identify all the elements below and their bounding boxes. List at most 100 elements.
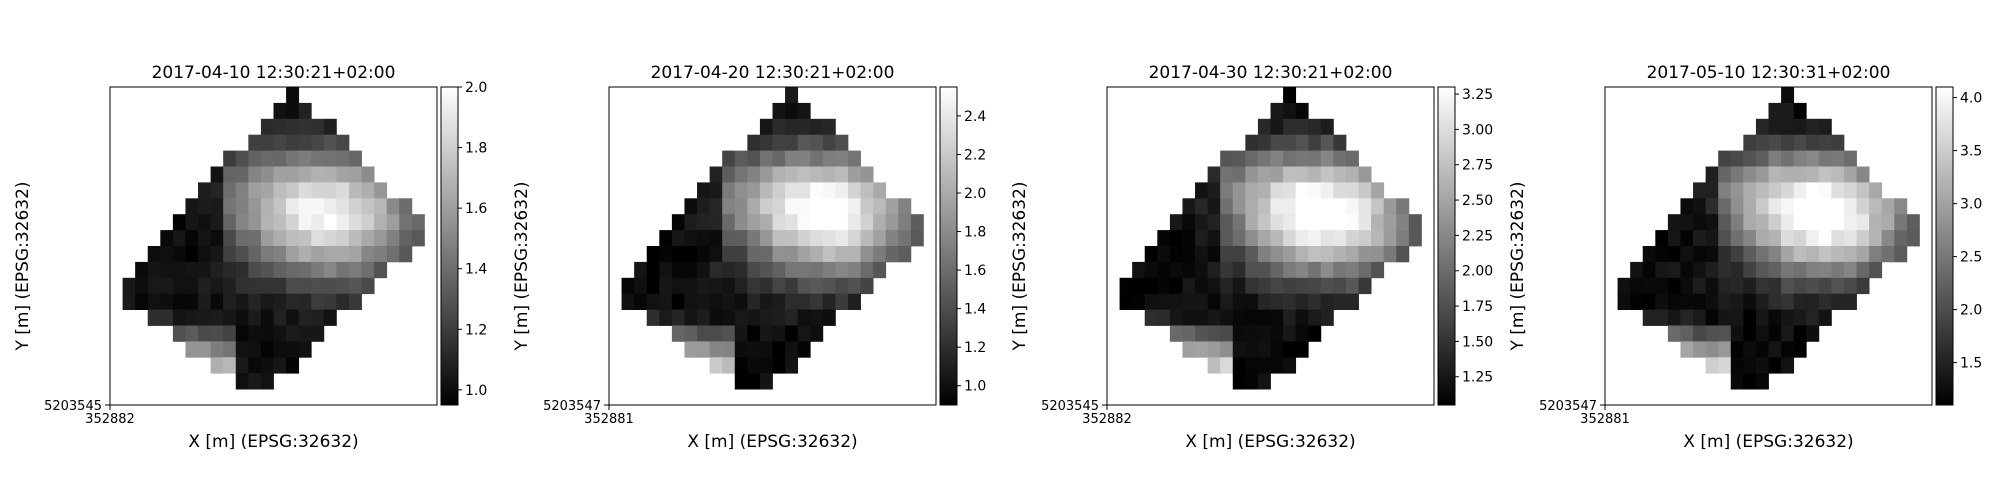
heatmap-cell — [1793, 230, 1807, 247]
y-axis-label: Y [m] (EPSG:32632) — [13, 181, 33, 351]
heatmap-cell — [323, 198, 337, 215]
heatmap-cell — [1831, 293, 1845, 310]
heatmap-cell — [1371, 214, 1385, 231]
heatmap-cell — [835, 166, 849, 183]
colorbar-tick-label: 3.00 — [1462, 122, 1493, 138]
heatmap-cell — [273, 230, 287, 247]
y-axis-label: Y [m] (EPSG:32632) — [1010, 181, 1030, 351]
heatmap-cell — [1755, 134, 1769, 151]
heatmap-cell — [348, 277, 362, 295]
heatmap-cell — [286, 166, 300, 183]
heatmap-cell — [185, 230, 199, 247]
heatmap-cell — [885, 246, 899, 263]
heatmap-cell — [1768, 182, 1782, 199]
heatmap-cell — [1768, 134, 1782, 151]
heatmap-cell — [822, 277, 836, 295]
heatmap-cell — [1831, 230, 1845, 247]
heatmap-cell — [1371, 182, 1385, 199]
colorbar-tick-label: 1.75 — [1462, 299, 1493, 315]
heatmap-cell — [1818, 182, 1832, 199]
heatmap-cell — [1408, 230, 1422, 247]
heatmap-cell — [1232, 325, 1246, 342]
heatmap-cell — [1781, 134, 1795, 151]
heatmap-cell — [810, 230, 824, 247]
heatmap-cell — [399, 198, 413, 215]
heatmap-cell — [772, 214, 786, 231]
heatmap-cell — [1320, 214, 1334, 231]
heatmap-cell — [198, 325, 212, 342]
heatmap-cell — [1781, 166, 1795, 183]
heatmap-cell — [684, 277, 698, 295]
heatmap-cell — [1869, 246, 1883, 263]
heatmap-cell — [759, 341, 773, 358]
heatmap-cell — [1220, 198, 1234, 215]
heatmap-cell — [709, 309, 723, 326]
heatmap-cell — [1220, 214, 1234, 231]
heatmap-cell — [298, 230, 312, 247]
colorbar-tick-label: 1.8 — [465, 141, 487, 157]
heatmap-cell — [1144, 277, 1158, 295]
heatmap-cell — [1232, 246, 1246, 263]
heatmap-cell — [1182, 214, 1196, 231]
heatmap-cell — [797, 341, 811, 358]
heatmap-cell — [1333, 134, 1347, 151]
heatmap-cell — [1642, 309, 1656, 326]
heatmap-cell — [1371, 246, 1385, 263]
heatmap-cell — [1781, 246, 1795, 263]
heatmap-cell — [1843, 182, 1857, 199]
heatmap-cell — [722, 357, 736, 374]
heatmap-cell — [847, 214, 861, 231]
heatmap-cell — [785, 214, 799, 231]
heatmap-cell — [759, 134, 773, 151]
heatmap-cell — [1894, 230, 1908, 247]
heatmap-cell — [248, 198, 262, 215]
heatmap-cell — [348, 261, 362, 279]
heatmap-cell — [361, 198, 375, 215]
heatmap-cell — [1693, 246, 1707, 263]
heatmap-cell — [1730, 166, 1744, 183]
heatmap-cell — [122, 293, 136, 310]
heatmap-cell — [1257, 214, 1271, 231]
heatmap-cell — [621, 293, 635, 310]
heatmap-cell — [1270, 198, 1284, 215]
heatmap-cell — [298, 134, 312, 151]
heatmap-cell — [772, 102, 786, 120]
heatmap-cell — [1730, 214, 1744, 231]
heatmap-cell — [147, 261, 161, 279]
heatmap-cell — [785, 118, 799, 136]
heatmap-cell — [235, 214, 249, 231]
heatmap-cell — [810, 166, 824, 183]
heatmap-cell — [1257, 198, 1271, 215]
heatmap-cell — [747, 357, 761, 374]
heatmap-cell — [1680, 341, 1694, 358]
heatmap-cell — [1680, 261, 1694, 279]
heatmap-cell — [1730, 230, 1744, 247]
heatmap-cell — [1245, 198, 1259, 215]
heatmap-cell — [1642, 261, 1656, 279]
heatmap-cell — [759, 277, 773, 295]
heatmap-cell — [210, 166, 224, 183]
heatmap-cell — [1283, 325, 1297, 342]
heatmap-cell — [1283, 214, 1297, 231]
heatmap-cell — [1207, 246, 1221, 263]
heatmap-cell — [1781, 309, 1795, 326]
heatmap-cell — [1245, 293, 1259, 310]
heatmap-cell — [709, 182, 723, 199]
heatmap-cell — [1169, 230, 1183, 247]
colorbar-tick-label: 1.4 — [964, 302, 986, 318]
heatmap-cell — [1768, 277, 1782, 295]
heatmap-cell — [671, 230, 685, 247]
heatmap-cell — [1818, 150, 1832, 167]
heatmap-cell — [1667, 277, 1681, 295]
heatmap-cell — [1667, 214, 1681, 231]
heatmap-cell — [1308, 134, 1322, 151]
heatmap-cell — [1207, 293, 1221, 310]
heatmap-cell — [1232, 357, 1246, 374]
heatmap-cell — [671, 261, 685, 279]
heatmap-cell — [1207, 261, 1221, 279]
y-tick-label: 5203545 — [44, 399, 102, 414]
heatmap-cell — [785, 102, 799, 120]
heatmap-cell — [1831, 134, 1845, 151]
heatmap-cell — [1345, 293, 1359, 310]
heatmap-cell — [860, 246, 874, 263]
